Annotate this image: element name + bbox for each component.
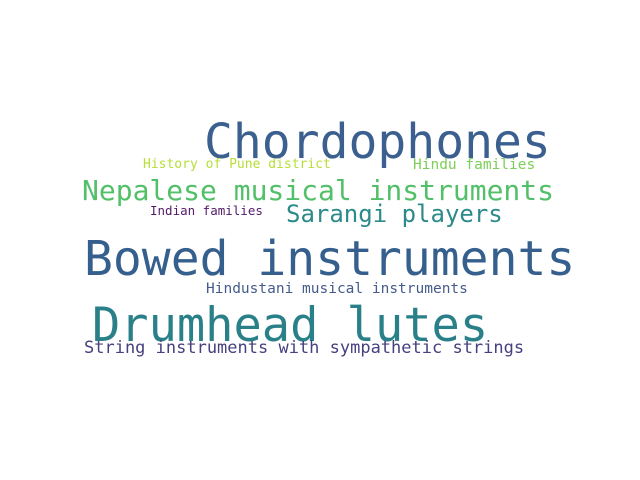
word-sarangi-players: Sarangi players xyxy=(286,200,503,228)
word-string-instruments-sympathetic: String instruments with sympathetic stri… xyxy=(84,338,525,358)
word-history-of-pune-district: History of Pune district xyxy=(143,157,331,172)
word-drumhead-lutes: Drumhead lutes xyxy=(92,298,489,353)
word-nepalese-musical-instruments: Nepalese musical instruments xyxy=(82,174,555,207)
word-bowed-instruments: Bowed instruments xyxy=(84,231,576,287)
word-hindustani-musical-instruments: Hindustani musical instruments xyxy=(206,281,468,297)
word-hindu-families: Hindu families xyxy=(413,157,536,173)
word-indian-families: Indian families xyxy=(150,203,263,218)
word-chordophones: Chordophones xyxy=(204,114,551,170)
